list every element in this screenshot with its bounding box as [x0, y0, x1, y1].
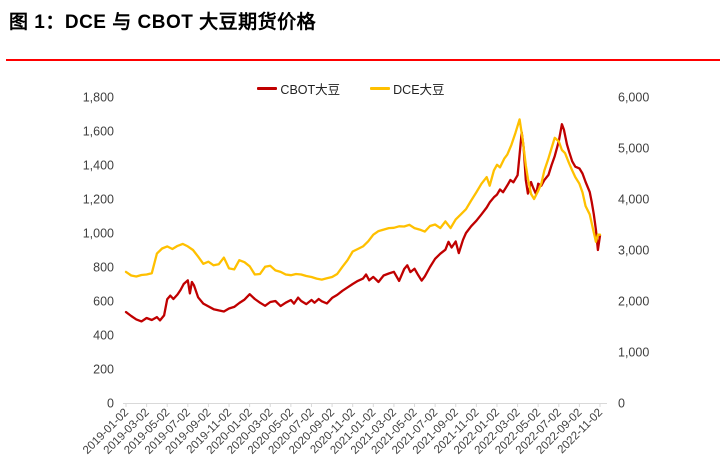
y-right-tick-label: 2,000: [618, 295, 649, 309]
legend-label-cbot: CBOT大豆: [280, 83, 341, 97]
x-axis: [123, 403, 607, 407]
y-left-tick-label: 200: [93, 363, 114, 377]
y-right-axis-labels: 0 1,000 2,000 3,000 4,000 5,000 6,000: [618, 91, 649, 411]
y-right-tick-label: 6,000: [618, 91, 649, 105]
y-left-axis-labels: 0 200 400 600 800 1,000 1,200 1,400 1,600 1,800: [83, 91, 114, 411]
y-left-tick-label: 600: [93, 295, 114, 309]
y-left-tick-label: 1,400: [83, 159, 114, 173]
y-left-tick-label: 0: [107, 397, 114, 411]
cbot-series-line: [124, 123, 602, 323]
dce-line-marker-icon: [370, 87, 391, 90]
legend-item-dce: DCE大豆: [370, 79, 445, 98]
y-left-tick-label: 1,600: [83, 125, 114, 139]
page-title: 图 1：DCE 与 CBOT 大豆期货价格: [9, 12, 317, 33]
y-right-tick-label: 5,000: [618, 142, 649, 156]
chart-legend: CBOT大豆 DCE大豆: [0, 79, 702, 98]
y-left-tick-label: 800: [93, 261, 114, 275]
y-right-tick-label: 4,000: [618, 193, 649, 207]
y-right-tick-label: 1,000: [618, 346, 649, 360]
y-left-tick-label: 1,800: [83, 91, 114, 105]
y-left-tick-label: 1,000: [83, 227, 114, 241]
y-left-tick-label: 400: [93, 329, 114, 343]
cbot-line-marker-icon: [257, 87, 278, 90]
title-divider: [6, 59, 720, 61]
y-right-tick-label: 0: [618, 397, 625, 411]
y-right-tick-label: 3,000: [618, 244, 649, 258]
y-left-tick-label: 1,200: [83, 193, 114, 207]
x-axis-labels: 2019-01-022019-03-022019-05-022019-07-02…: [81, 407, 605, 457]
legend-item-cbot: CBOT大豆: [257, 79, 340, 98]
legend-label-dce: DCE大豆: [393, 83, 445, 97]
dce-series-line: [124, 118, 602, 281]
